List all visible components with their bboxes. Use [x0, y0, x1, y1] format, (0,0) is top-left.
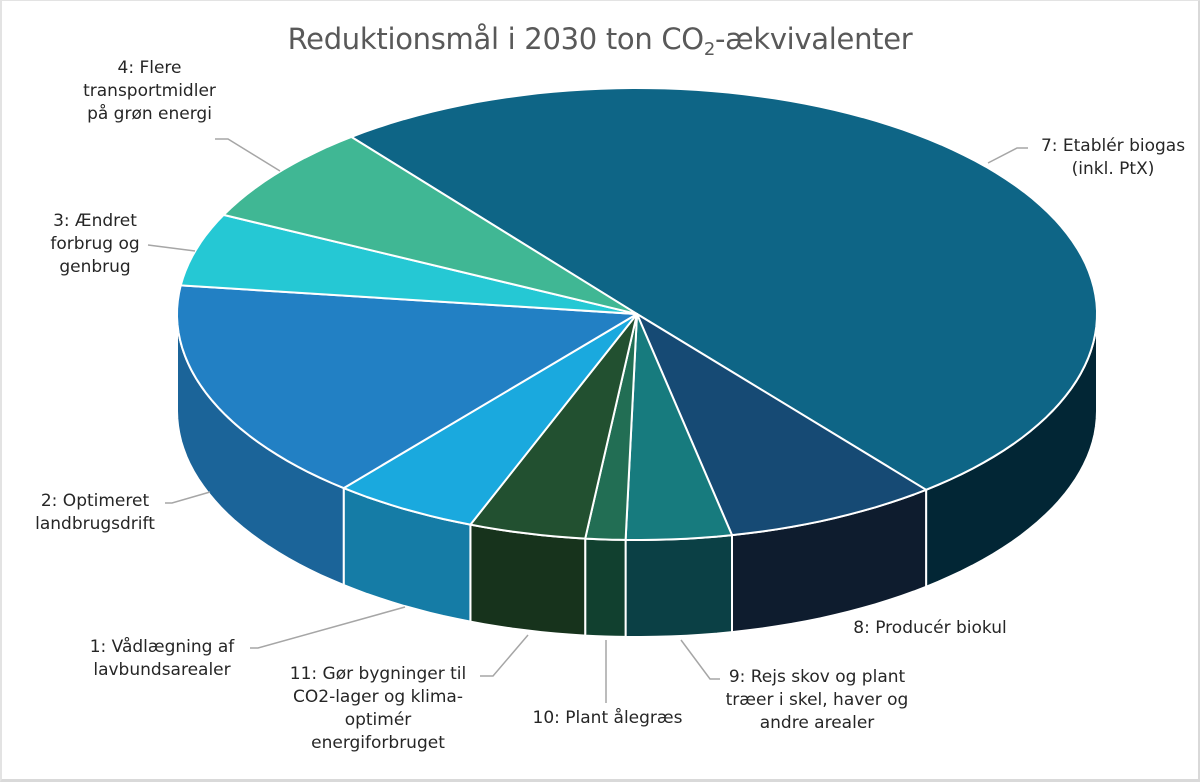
pie-slice-9 [222, 135, 638, 315]
pie-slice-8 [179, 213, 638, 315]
pie-slice-5 [469, 313, 638, 540]
slice-label-10: 10: Plant ålegræs [532, 708, 683, 728]
slice-label-8: 8: Producér biokul [853, 618, 1007, 638]
leader-line-2 [165, 491, 211, 504]
leader-line-11 [480, 634, 529, 677]
leader-line-4 [215, 138, 281, 172]
slice-label-11: 11: Gør bygninger til CO2-lager og klima… [289, 664, 467, 753]
pie-side-faces [176, 313, 1098, 638]
leader-line-9 [680, 639, 720, 680]
pie-slice-7 [176, 284, 638, 490]
pie-slice-6 [342, 313, 638, 526]
slice-label-1: 1: Vådlægning af lavbundsarealer [89, 637, 235, 680]
chart-title: Reduktionsmål i 2030 ton CO2-ækvivalente… [0, 22, 1200, 59]
leader-line-3 [147, 244, 196, 252]
pie-slice-side-3 [624, 534, 733, 638]
slice-label-4: 4: Flere transportmidler på grøn energi [83, 58, 216, 124]
slice-label-2: 2: Optimeret landbrugsdrift [35, 491, 155, 534]
slice-label-3: 3: Ændret forbrug og genbrug [50, 211, 140, 277]
leader-line-1 [250, 606, 406, 649]
chart-title-main: Reduktionsmål i 2030 ton CO [287, 22, 705, 56]
leader-lines [147, 138, 1028, 703]
slice-label-7: 7: Etablér biogas (inkl. PtX) [1040, 136, 1186, 179]
pie-slice-side-5 [469, 523, 587, 637]
pie-slice-1 [350, 87, 1098, 491]
pie-slice-side-4 [584, 537, 627, 638]
pie-top-faces [176, 87, 1098, 541]
slice-label-9: 9: Rejs skov og plant træer i skel, have… [725, 667, 909, 733]
pie-slice-3 [624, 313, 733, 541]
chart-title-suffix: -ækvivalenter [714, 22, 913, 56]
leader-line-7 [987, 147, 1028, 164]
chart-title-subscript: 2 [703, 39, 715, 60]
